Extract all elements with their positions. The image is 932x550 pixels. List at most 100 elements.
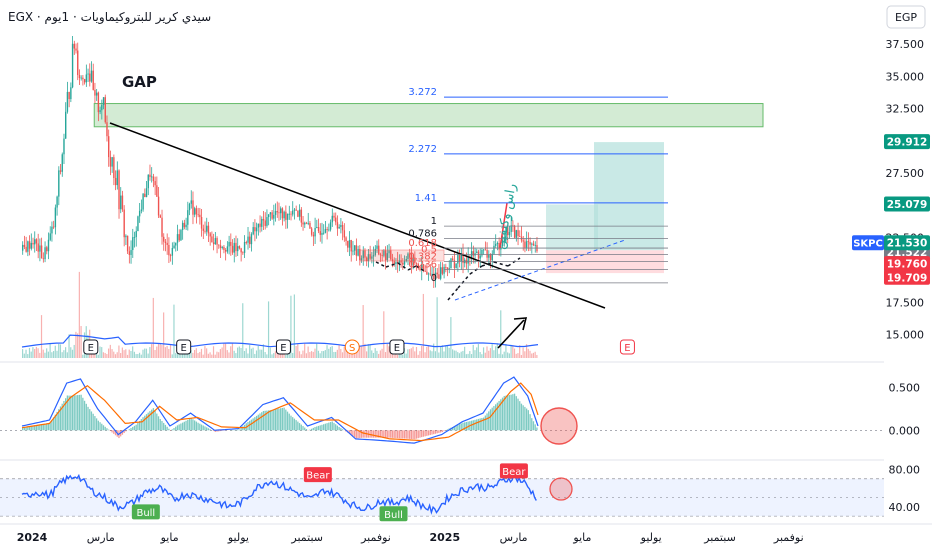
volume-bar xyxy=(324,350,326,358)
macd-histogram-bar xyxy=(520,403,523,431)
macd-panel: 0.500 0.000 xyxy=(0,376,920,445)
candle-body xyxy=(321,232,323,235)
macd-histogram-bar xyxy=(209,429,211,431)
macd-histogram-bar xyxy=(534,424,536,431)
macd-histogram-bar xyxy=(250,419,253,431)
candle-body xyxy=(507,227,509,236)
volume-bar xyxy=(133,351,135,358)
macd-histogram-bar xyxy=(436,430,438,434)
macd-histogram-bar xyxy=(214,430,216,432)
candle-body xyxy=(402,262,404,265)
macd-histogram-bar xyxy=(145,414,148,431)
candle-body xyxy=(350,240,352,252)
candle-body xyxy=(137,216,139,232)
candle-body xyxy=(467,256,469,264)
candle-body xyxy=(364,250,366,258)
candle-body xyxy=(340,225,342,227)
candle-body xyxy=(534,245,536,246)
macd-histogram-bar xyxy=(257,414,259,431)
volume-bar xyxy=(448,347,450,358)
volume-bar xyxy=(66,352,68,358)
macd-histogram-bar xyxy=(310,428,313,431)
macd-histogram-bar xyxy=(56,411,58,431)
macd-histogram-bar xyxy=(176,425,179,431)
volume-bar xyxy=(281,353,283,358)
candle-body xyxy=(175,242,177,246)
candle-body xyxy=(293,209,296,211)
candle-body xyxy=(104,97,106,123)
macd-histogram-bar xyxy=(352,430,354,437)
pattern-dash xyxy=(375,261,387,268)
time-tick-label: 2025 xyxy=(429,531,460,544)
volume-bar xyxy=(125,349,127,358)
time-tick-label: مايو xyxy=(160,531,179,544)
macd-histogram-bar xyxy=(300,424,302,431)
macd-histogram-bar xyxy=(154,410,156,431)
currency-badge[interactable] xyxy=(886,5,926,29)
pattern-dash xyxy=(493,261,509,267)
macd-histogram-bar xyxy=(515,396,517,431)
candle-body xyxy=(211,236,213,243)
event-markers: E E E ES E xyxy=(83,339,635,355)
macd-highlight-circle xyxy=(540,407,578,445)
macd-histogram-bar xyxy=(390,430,392,438)
volume-bar xyxy=(472,344,474,358)
rsi-tick-label: 40.00 xyxy=(889,501,921,514)
macd-histogram-bar xyxy=(462,422,464,431)
candle-body xyxy=(152,176,155,182)
volume-bar xyxy=(132,346,134,358)
macd-histogram-bar xyxy=(536,427,538,431)
candle-body xyxy=(524,241,526,248)
volume-bar xyxy=(458,353,461,358)
volume-bar xyxy=(321,351,323,358)
macd-histogram-bar xyxy=(486,413,488,431)
volume-bar xyxy=(465,354,467,358)
candle-body xyxy=(130,250,132,255)
volume-bar xyxy=(307,346,309,358)
macd-histogram-bar xyxy=(400,430,402,439)
volume-bar xyxy=(460,351,462,358)
macd-histogram-bar xyxy=(85,403,87,431)
candle-body xyxy=(458,254,461,262)
target-zone-inner xyxy=(546,204,598,251)
macd-histogram-bar xyxy=(39,424,41,431)
volume-bar xyxy=(123,350,125,358)
pattern-dash xyxy=(481,261,495,267)
macd-histogram-bar xyxy=(283,407,285,431)
candle-body xyxy=(304,222,306,225)
macd-histogram-bar xyxy=(426,430,428,436)
candle-body xyxy=(185,224,187,228)
macd-histogram-bar xyxy=(321,424,323,431)
candle-body xyxy=(472,251,475,256)
volume-bar xyxy=(257,345,259,358)
price-badge-label: 25.079 xyxy=(887,199,928,211)
macd-histogram-bar xyxy=(204,426,206,431)
macd-histogram-bar xyxy=(386,430,388,438)
volume-bar xyxy=(273,353,275,358)
candle-body xyxy=(199,214,201,218)
candle-body xyxy=(267,214,270,218)
volume-bar xyxy=(477,344,479,358)
candle-body xyxy=(312,234,315,237)
candle-body xyxy=(230,241,232,246)
macd-histogram-bar xyxy=(489,409,492,431)
macd-histogram-bar xyxy=(429,430,431,436)
volume-bar xyxy=(22,349,24,358)
candle-body xyxy=(166,242,168,245)
macd-histogram-bar xyxy=(42,423,44,431)
macd-histogram-bar xyxy=(121,430,124,435)
volume-bar xyxy=(65,347,67,358)
candle-body xyxy=(144,193,146,198)
volume-bar xyxy=(34,349,36,358)
candle-body xyxy=(238,246,241,249)
macd-histogram-bar xyxy=(295,420,297,431)
candle-body xyxy=(90,70,93,82)
candle-body xyxy=(319,231,321,235)
volume-bar xyxy=(161,345,163,358)
candle-body xyxy=(333,215,335,218)
price-badge-label: 19.760 xyxy=(887,259,928,271)
macd-histogram-bar xyxy=(505,395,507,431)
volume-bar xyxy=(28,347,31,358)
candle-body xyxy=(414,257,416,264)
candle-body xyxy=(194,208,196,215)
